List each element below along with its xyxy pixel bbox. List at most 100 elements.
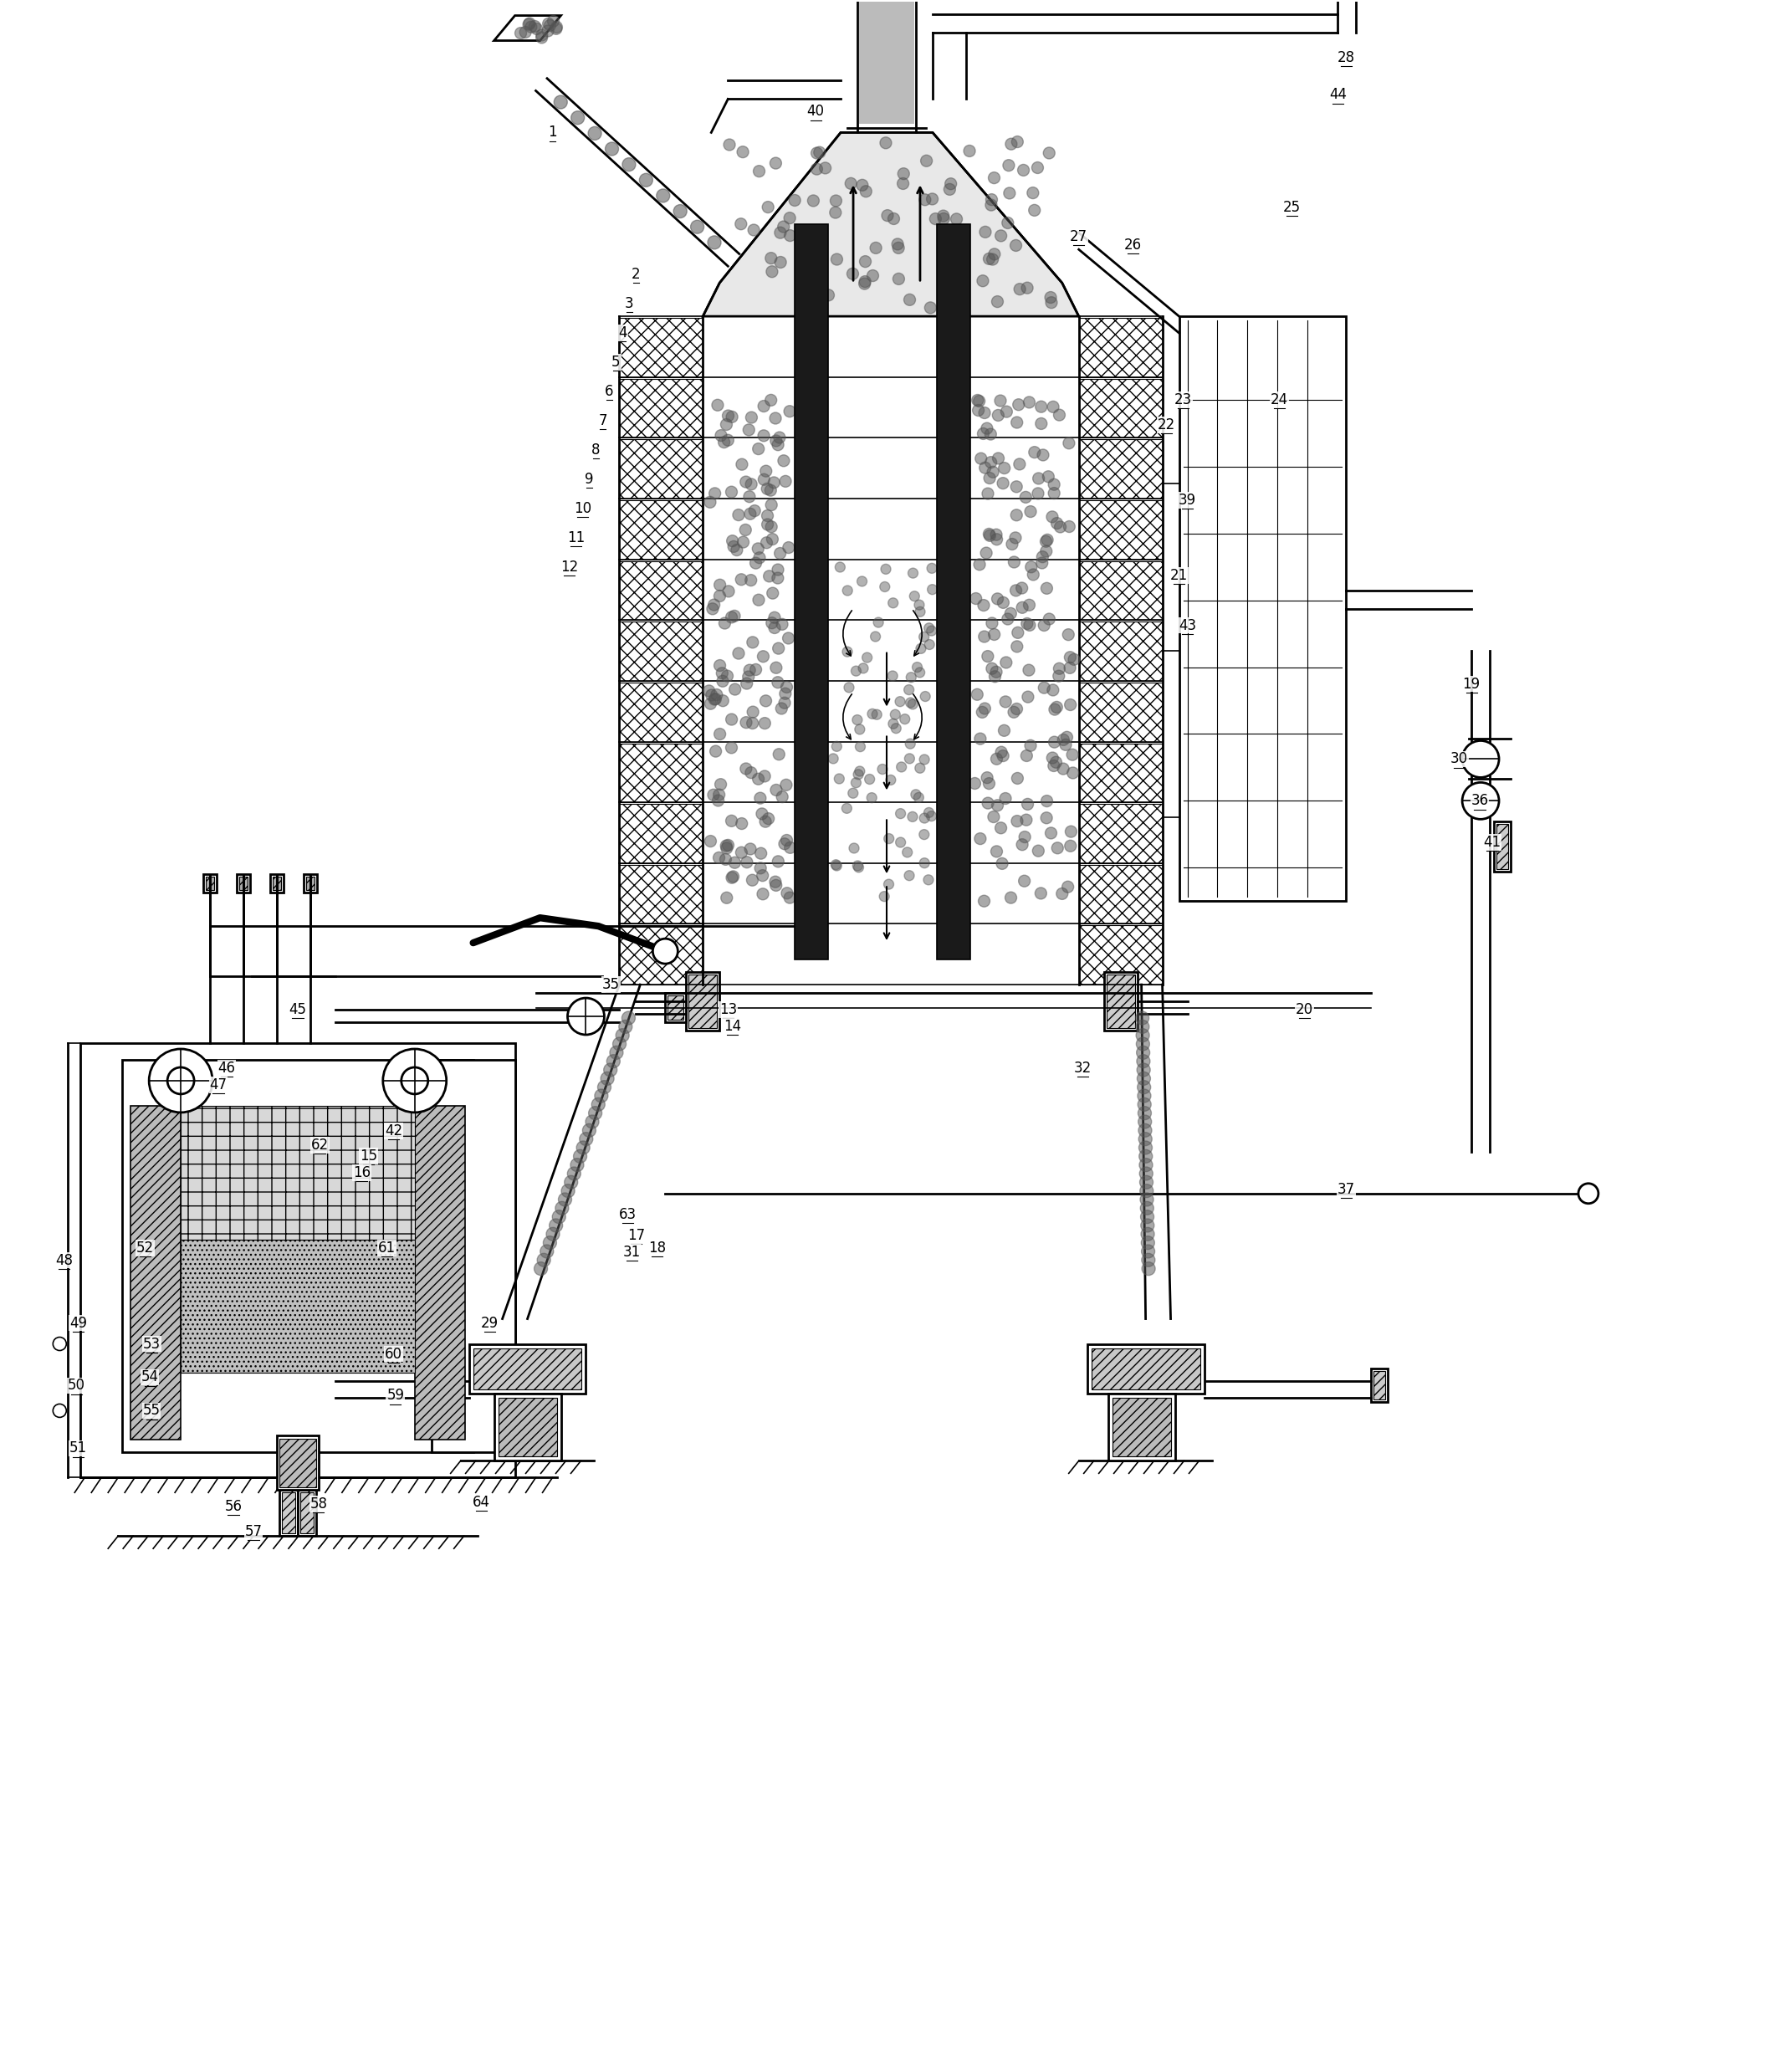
Text: 37: 37 [1337, 1181, 1355, 1198]
Circle shape [867, 794, 878, 802]
Circle shape [1043, 147, 1056, 160]
Circle shape [860, 255, 870, 267]
Circle shape [733, 510, 744, 520]
Circle shape [1139, 1175, 1153, 1189]
Circle shape [892, 723, 901, 733]
Circle shape [1036, 419, 1047, 429]
Circle shape [874, 617, 883, 628]
Circle shape [742, 671, 755, 682]
Circle shape [755, 792, 765, 804]
Circle shape [1061, 731, 1073, 744]
Text: 32: 32 [1073, 1061, 1091, 1075]
Circle shape [771, 783, 781, 796]
Circle shape [559, 1193, 571, 1206]
Circle shape [988, 466, 999, 479]
Text: 19: 19 [1463, 675, 1481, 692]
Circle shape [726, 872, 737, 883]
Circle shape [854, 862, 863, 872]
Circle shape [765, 617, 778, 628]
Circle shape [1139, 1185, 1153, 1198]
Circle shape [728, 541, 739, 553]
Circle shape [920, 692, 931, 702]
Circle shape [1137, 1098, 1152, 1111]
Circle shape [1461, 783, 1499, 818]
Circle shape [167, 1067, 194, 1094]
Circle shape [1020, 814, 1032, 827]
Circle shape [911, 663, 922, 671]
Circle shape [550, 21, 562, 33]
Circle shape [1461, 740, 1499, 777]
Text: 12: 12 [561, 559, 578, 574]
Circle shape [892, 242, 904, 253]
Circle shape [1032, 472, 1045, 485]
Circle shape [728, 609, 740, 622]
Circle shape [1016, 839, 1029, 850]
Circle shape [730, 856, 740, 868]
Circle shape [822, 290, 835, 300]
Circle shape [1018, 874, 1031, 887]
Circle shape [842, 586, 853, 595]
Circle shape [913, 792, 924, 802]
Text: 14: 14 [723, 1019, 740, 1034]
Circle shape [812, 147, 822, 160]
Bar [301, 1492, 313, 1533]
Circle shape [906, 740, 915, 748]
Circle shape [972, 404, 984, 416]
Text: 11: 11 [568, 530, 586, 545]
Circle shape [1009, 584, 1022, 597]
Circle shape [783, 541, 794, 553]
Circle shape [719, 854, 732, 866]
Circle shape [1032, 487, 1043, 499]
Circle shape [753, 551, 765, 564]
Circle shape [892, 238, 904, 251]
Circle shape [780, 688, 790, 700]
Text: 54: 54 [141, 1370, 158, 1384]
Circle shape [995, 396, 1006, 406]
Circle shape [778, 456, 790, 466]
Circle shape [1002, 160, 1015, 172]
Circle shape [988, 628, 1000, 640]
Circle shape [771, 879, 781, 891]
Bar [278, 1436, 319, 1490]
Circle shape [600, 1071, 614, 1086]
Circle shape [771, 661, 781, 673]
Circle shape [726, 742, 737, 754]
Circle shape [904, 294, 915, 305]
Circle shape [746, 479, 756, 491]
Circle shape [769, 622, 780, 634]
Circle shape [721, 843, 733, 854]
Circle shape [773, 642, 785, 655]
Circle shape [995, 746, 1007, 758]
Circle shape [721, 839, 732, 852]
Circle shape [712, 796, 724, 806]
Circle shape [853, 715, 862, 725]
Circle shape [758, 400, 769, 412]
Circle shape [915, 601, 924, 609]
Circle shape [769, 611, 780, 624]
Circle shape [1016, 582, 1027, 595]
Circle shape [845, 178, 856, 189]
Circle shape [598, 1080, 611, 1094]
Circle shape [988, 249, 1000, 259]
Circle shape [716, 779, 726, 789]
Circle shape [1009, 533, 1022, 543]
Circle shape [979, 226, 991, 238]
Circle shape [1139, 1131, 1152, 1146]
Circle shape [760, 816, 771, 827]
Bar [1079, 682, 1162, 742]
Circle shape [595, 1090, 609, 1102]
Circle shape [945, 178, 956, 191]
Circle shape [851, 665, 862, 675]
Circle shape [639, 174, 653, 186]
Circle shape [1139, 1142, 1152, 1154]
Circle shape [748, 707, 758, 717]
Circle shape [894, 274, 904, 284]
Circle shape [657, 189, 669, 203]
Circle shape [910, 591, 920, 601]
Circle shape [856, 576, 867, 586]
Circle shape [1032, 162, 1043, 174]
Text: 43: 43 [1178, 617, 1196, 632]
Circle shape [1006, 539, 1018, 549]
Circle shape [1063, 881, 1073, 893]
Circle shape [879, 137, 892, 149]
